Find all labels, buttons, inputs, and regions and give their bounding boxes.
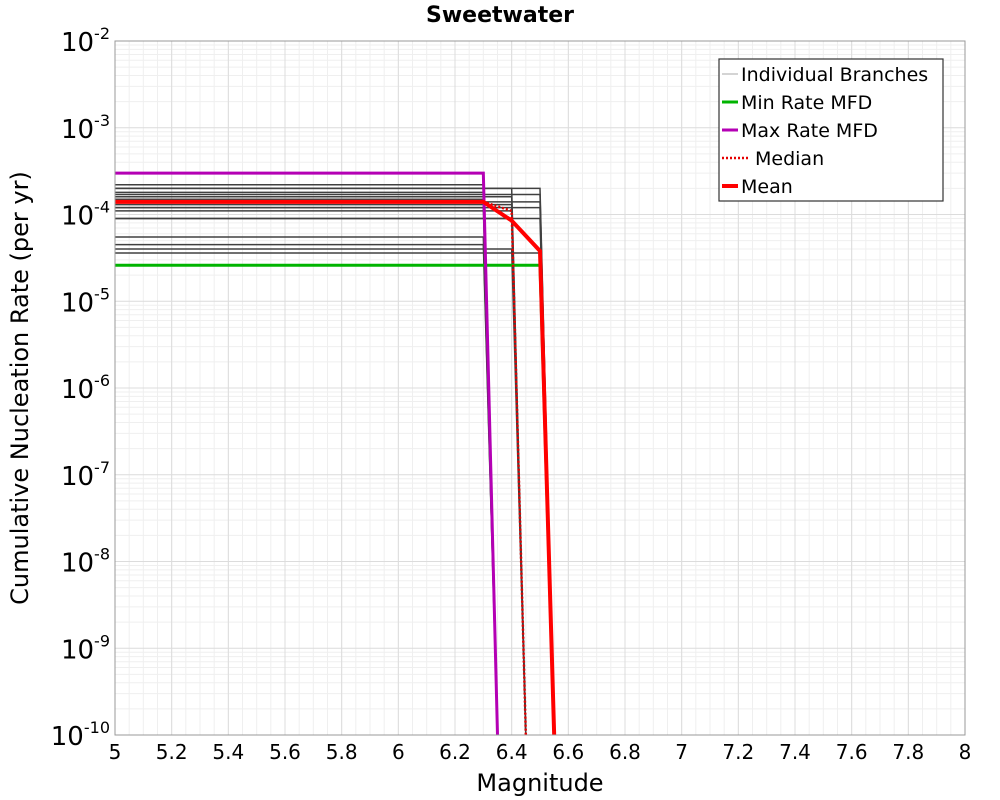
x-tick-label: 5 bbox=[109, 740, 122, 764]
x-tick-label: 6.2 bbox=[439, 740, 471, 764]
x-tick-label: 7 bbox=[675, 740, 688, 764]
legend-box bbox=[718, 58, 944, 202]
y-tick-label: 10-7 bbox=[61, 458, 110, 492]
x-tick-label: 5.2 bbox=[156, 740, 188, 764]
y-tick-label: 10-9 bbox=[61, 631, 110, 665]
x-tick-label: 7.4 bbox=[779, 740, 811, 764]
legend-label: Min Rate MFD bbox=[741, 92, 872, 114]
x-tick-label: 6.4 bbox=[496, 740, 528, 764]
x-tick-label: 6 bbox=[392, 740, 405, 764]
summary-series bbox=[115, 171, 557, 736]
x-tick-label: 7.8 bbox=[892, 740, 924, 764]
x-tick-label: 5.4 bbox=[212, 740, 244, 764]
legend-label: Individual Branches bbox=[741, 64, 928, 86]
x-tick-label: 6.6 bbox=[552, 740, 584, 764]
legend-label: Max Rate MFD bbox=[741, 120, 878, 142]
y-tick-label: 10-2 bbox=[61, 24, 110, 58]
x-tick-label: 6.8 bbox=[609, 740, 641, 764]
y-tick-label: 10-10 bbox=[51, 718, 110, 752]
x-tick-label: 7.2 bbox=[722, 740, 754, 764]
x-tick-labels: 5 5.2 5.4 5.6 5.8 6 6.2 6.4 6.6 6.8 7 7.2 7.4 7.6 7.8 8 bbox=[109, 740, 972, 764]
plot-frame bbox=[114, 40, 966, 736]
y-tick-label: 10-4 bbox=[61, 198, 110, 232]
legend-label: Median bbox=[755, 148, 824, 170]
x-tick-label: 5.8 bbox=[326, 740, 358, 764]
series-line bbox=[115, 199, 557, 736]
y-tick-labels: 10-10 10-9 10-8 10-7 10-6 10-5 10-4 10-3 10-2 bbox=[51, 24, 110, 752]
y-axis-label: Cumulative Nucleation Rate (per yr) bbox=[6, 171, 34, 605]
x-tick-label: 7.6 bbox=[836, 740, 868, 764]
y-tick-label: 10-6 bbox=[61, 371, 110, 405]
x-tick-label: 8 bbox=[959, 740, 972, 764]
legend-label: Mean bbox=[741, 176, 793, 198]
y-tick-label: 10-3 bbox=[61, 111, 110, 145]
x-axis-label: Magnitude bbox=[476, 769, 603, 797]
series-line bbox=[115, 171, 499, 736]
chart-title: Sweetwater bbox=[426, 3, 574, 28]
y-tick-label: 10-5 bbox=[61, 284, 110, 318]
chart-legend: Individual Branches Min Rate MFD Max Rate … bbox=[718, 58, 944, 202]
y-tick-label: 10-8 bbox=[61, 545, 110, 579]
x-tick-label: 5.6 bbox=[269, 740, 301, 764]
